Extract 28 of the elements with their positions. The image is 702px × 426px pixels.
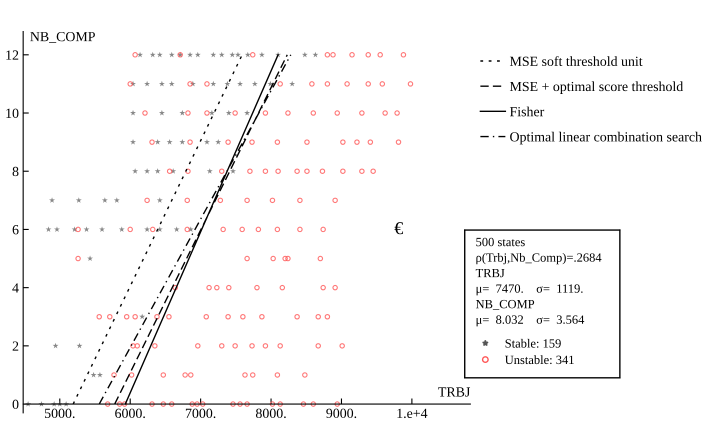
x-tick-label: 6000. (115, 408, 145, 418)
x-tick-label: 8000. (256, 408, 286, 418)
y-tick-label: 10 (6, 108, 18, 118)
text: NB_COMP (476, 300, 534, 310)
legend-label: Stable: 159 (506, 338, 561, 348)
y-tick-label: 8 (12, 166, 18, 176)
legend-label: Optimal linear combination search (510, 132, 702, 144)
legend-label: Unstable: 341 (504, 355, 574, 364)
x-tick-label: 5000. (44, 408, 74, 418)
y-tick-label: 0 (12, 400, 18, 410)
legend-label: MSE soft threshold unit (510, 56, 643, 66)
text: μ= 8.032 σ= 3.564 (476, 315, 584, 326)
x-tick-label: 7000. (186, 408, 216, 418)
y-tick-label: 2 (12, 341, 18, 351)
x-axis-title: TRBJ (438, 387, 470, 397)
x-tick-label: 1.e+4 (397, 408, 428, 418)
text: TRBJ (476, 268, 504, 278)
text: ρ(Trbj,Nb_Comp)=.2684 (476, 252, 602, 264)
legend-label: Fisher (510, 106, 544, 116)
y-tick-label: 12 (6, 50, 18, 60)
annotation: € (394, 222, 404, 234)
text: μ= 7470. σ= 1119. (476, 284, 583, 296)
x-tick-label: 9000. (326, 408, 356, 418)
legend-label: MSE + optimal score threshold (510, 81, 684, 94)
y-axis-title: NB_COMP (30, 32, 95, 43)
y-tick-label: 4 (12, 283, 19, 292)
text: 500 states (476, 238, 525, 246)
y-tick-label: 6 (12, 225, 19, 234)
